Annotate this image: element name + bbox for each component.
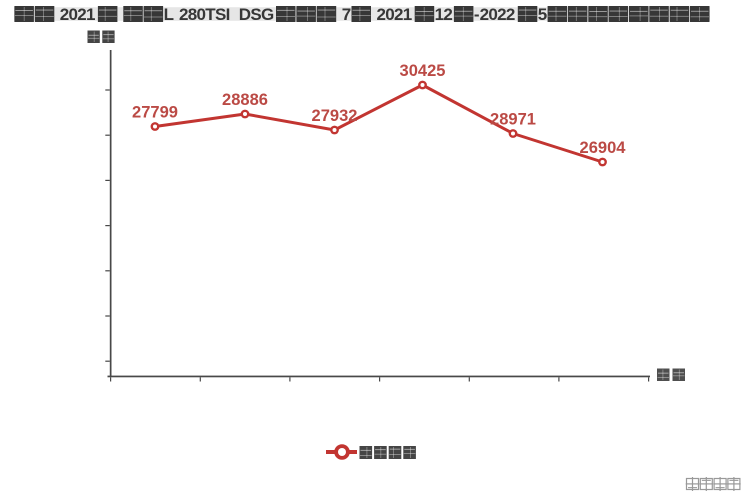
svg-text:7: 7 — [342, 5, 351, 24]
svg-text:28886: 28886 — [222, 91, 268, 109]
svg-text:L: L — [164, 5, 174, 24]
svg-text:2021: 2021 — [60, 5, 95, 24]
svg-text:2022: 2022 — [480, 5, 515, 24]
svg-text:28971: 28971 — [490, 111, 536, 129]
svg-text:27799: 27799 — [132, 104, 178, 122]
svg-text:27932: 27932 — [312, 107, 358, 125]
svg-text:2021: 2021 — [377, 5, 412, 24]
svg-text:-: - — [474, 5, 479, 24]
svg-text:30425: 30425 — [400, 62, 446, 80]
svg-text:DSG: DSG — [239, 5, 274, 24]
svg-text:280TSI: 280TSI — [179, 5, 230, 24]
svg-text:5: 5 — [538, 5, 547, 24]
svg-text:12: 12 — [435, 5, 453, 24]
svg-text:26904: 26904 — [580, 139, 627, 157]
